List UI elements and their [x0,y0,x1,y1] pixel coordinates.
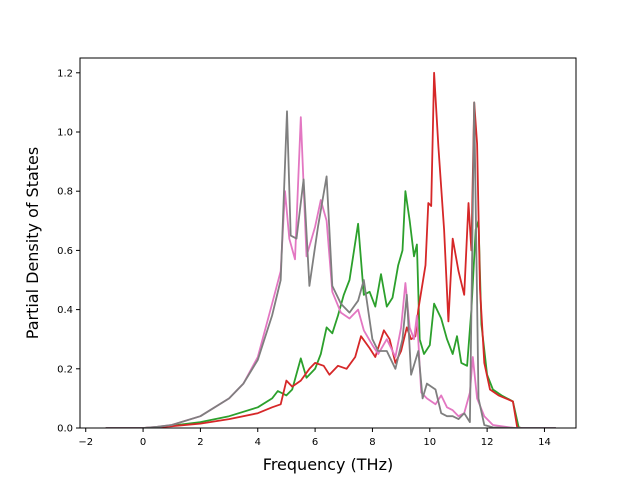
x-tick-label: 2 [197,437,203,448]
series-line-1 [105,190,522,428]
x-tick-label: 8 [369,437,375,448]
series-layer [105,71,556,428]
x-tick-label: −2 [78,437,93,448]
y-tick-label: 0.6 [57,246,73,257]
y-tick-label: 0.8 [57,187,73,198]
y-tick-label: 1.2 [57,68,73,79]
x-tick-label: 0 [140,437,146,448]
y-tick-label: 0.4 [57,305,73,316]
x-axis-ticks: −2 0 2 4 6 8 10 12 14 [78,428,551,448]
series-line-3 [105,116,556,428]
x-tick-label: 14 [538,437,551,448]
y-tick-label: 0.0 [57,424,73,435]
x-tick-label: 4 [255,437,261,448]
y-tick-label: 0.2 [57,364,73,375]
x-tick-label: 12 [481,437,494,448]
x-tick-label: 10 [423,437,436,448]
y-axis-label: Partial Density of States [23,147,42,339]
series-line-4 [105,101,556,428]
x-tick-label: 6 [312,437,318,448]
x-axis-label: Frequency (THz) [263,455,393,474]
y-axis-ticks: 0.0 0.2 0.4 0.6 0.8 1.0 1.2 [57,68,80,435]
y-tick-label: 1.0 [57,128,73,139]
plot-frame [79,57,577,429]
